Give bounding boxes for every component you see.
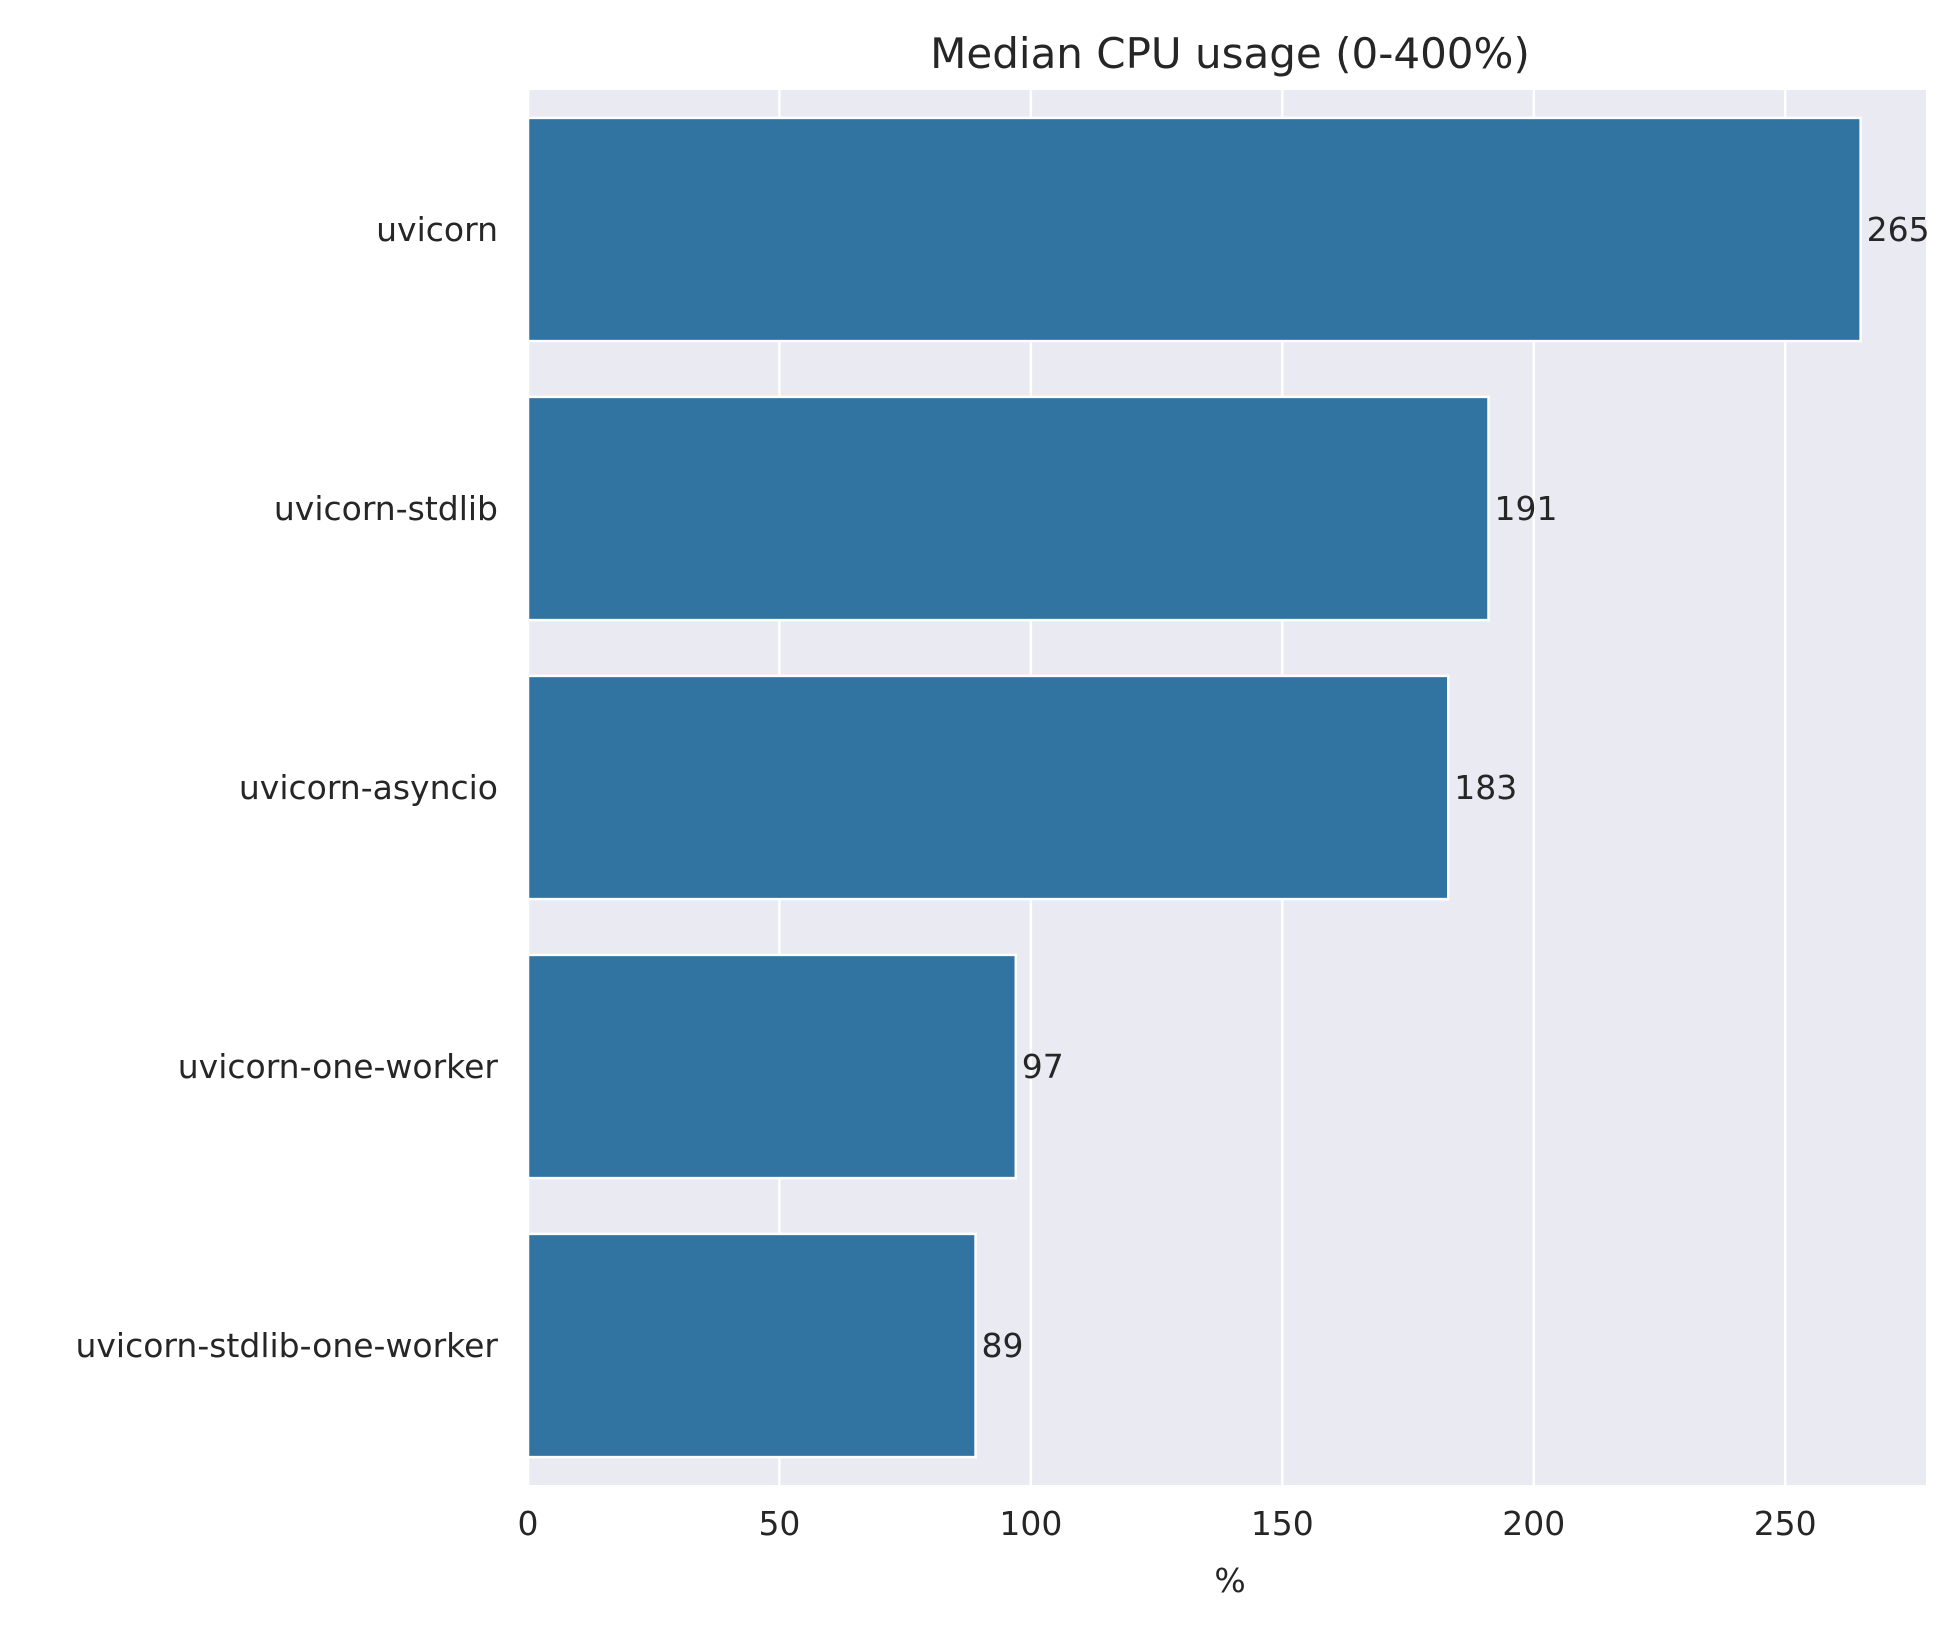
- y-tick-label: uvicorn: [376, 210, 498, 249]
- x-axis-tick-labels: 0 50 100 150 200 250: [518, 1504, 1817, 1543]
- bar: [526, 116, 1862, 343]
- bars: [526, 116, 1862, 1459]
- y-tick-label: uvicorn-one-worker: [178, 1047, 499, 1086]
- bar-value-label: 265: [1867, 210, 1930, 249]
- bar-value-label: 89: [982, 1326, 1024, 1365]
- x-tick-label: 250: [1754, 1504, 1817, 1543]
- bar-value-label: 97: [1022, 1047, 1064, 1086]
- y-axis-tick-labels: uvicorn uvicorn-stdlib uvicorn-asyncio uvic…: [75, 210, 498, 1365]
- bar: [526, 674, 1450, 901]
- x-tick-label: 0: [518, 1504, 539, 1543]
- bar: [526, 953, 1018, 1180]
- x-tick-label: 150: [1251, 1504, 1314, 1543]
- bar-value-label: 191: [1494, 489, 1557, 528]
- bar: [526, 1232, 977, 1459]
- y-tick-label: uvicorn-asyncio: [239, 768, 498, 807]
- data-labels: 265 191 183 97 89: [982, 210, 1930, 1365]
- x-tick-label: 100: [999, 1504, 1062, 1543]
- bar: [526, 395, 1490, 622]
- chart-title: Median CPU usage (0-400%): [930, 29, 1530, 78]
- y-tick-label: uvicorn-stdlib-one-worker: [75, 1326, 498, 1365]
- y-tick-label: uvicorn-stdlib: [274, 489, 498, 528]
- bar-value-label: 183: [1454, 768, 1517, 807]
- x-tick-label: 200: [1502, 1504, 1565, 1543]
- x-axis-label: %: [1214, 1561, 1245, 1600]
- x-tick-label: 50: [758, 1504, 800, 1543]
